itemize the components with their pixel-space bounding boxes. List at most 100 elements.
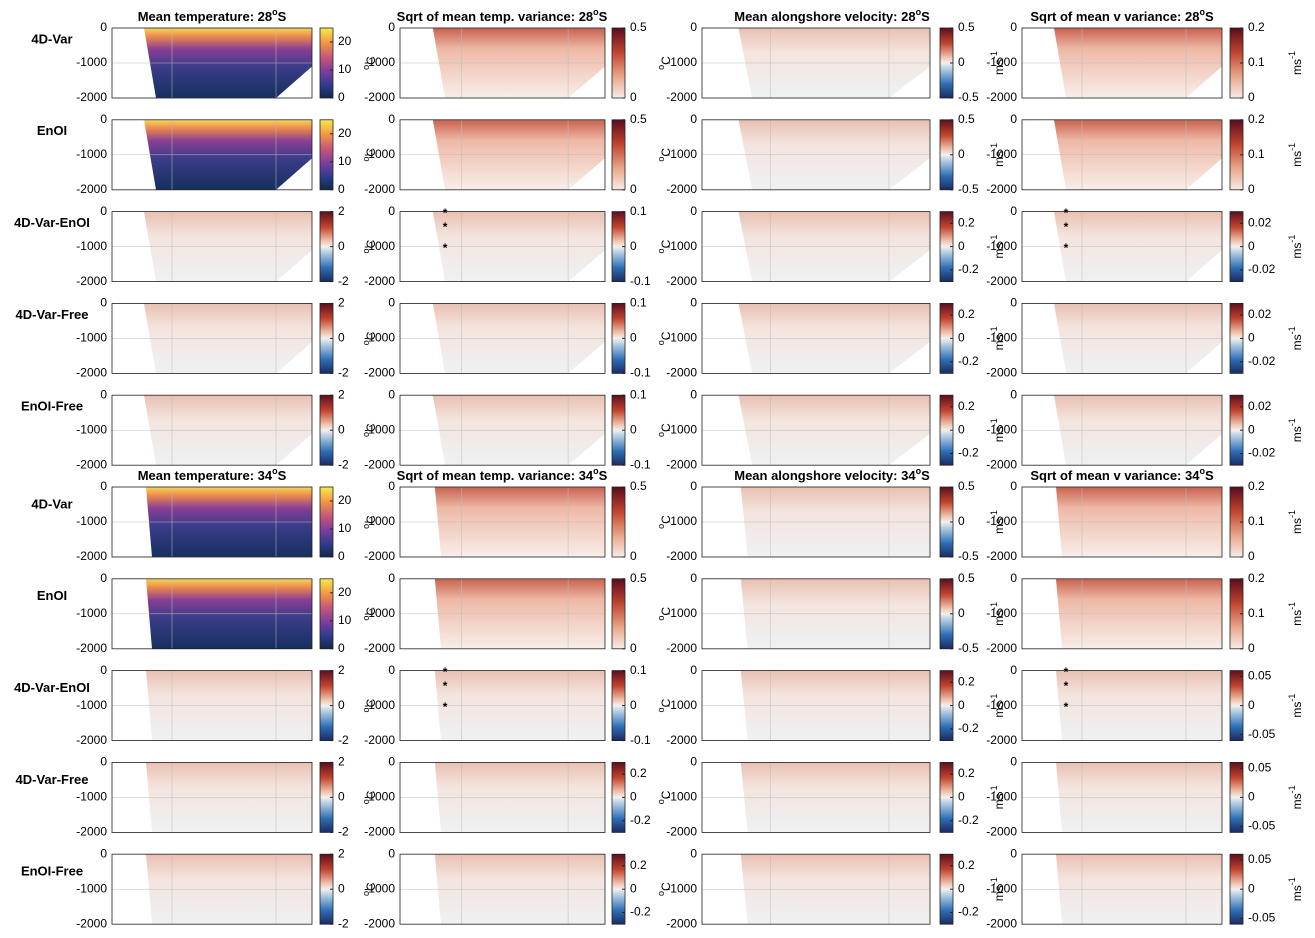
unit-label: oC xyxy=(656,239,673,253)
colorbar-tick-label: 0 xyxy=(338,331,345,345)
unit-text: ms xyxy=(992,426,1006,442)
unit-label: oC xyxy=(361,515,378,529)
colorbar-tick-label: 0 xyxy=(1248,90,1255,104)
unit-label: oC xyxy=(361,148,378,162)
y-tick-label: -2000 xyxy=(986,733,1017,747)
y-tick-label: -1000 xyxy=(986,606,1017,620)
unit-label: oC xyxy=(656,515,673,529)
y-tick-label: -1000 xyxy=(76,239,107,253)
colorbar-tick-label: 0.2 xyxy=(958,766,975,780)
unit-sup: o xyxy=(656,157,666,162)
panel-frame xyxy=(701,762,931,833)
panel-frame xyxy=(399,762,606,833)
colorbar-tick-label: 0 xyxy=(630,881,637,895)
y-tick-label: -1000 xyxy=(364,55,395,69)
unit-text: C xyxy=(364,698,378,707)
unit-label: ms-1 xyxy=(1287,143,1304,167)
y-tick-label: -1000 xyxy=(986,147,1017,161)
unit-label: ms-1 xyxy=(989,694,1006,718)
title-end: S xyxy=(599,468,608,483)
title-text: Mean alongshore velocity: 28 xyxy=(734,9,915,24)
colorbar-tick-label: -0.5 xyxy=(958,182,979,196)
colorbar-tick-label: -0.2 xyxy=(958,262,979,276)
colorbar-tick-label: 0 xyxy=(1248,641,1255,655)
unit-text: C xyxy=(659,148,673,157)
marker-star: * xyxy=(443,679,448,693)
unit-text: C xyxy=(659,331,673,340)
colorbar-tick-label: -0.1 xyxy=(630,274,651,288)
unit-text: C xyxy=(659,239,673,248)
colorbar-tick-label: 0.2 xyxy=(630,766,647,780)
colorbar-tick-label: -2 xyxy=(338,274,349,288)
y-tick-label: 0 xyxy=(100,755,107,769)
unit-sup: -1 xyxy=(989,877,999,885)
colorbar-tick-label: 10 xyxy=(338,613,352,627)
unit-text: ms xyxy=(992,151,1006,167)
y-tick-label: -1000 xyxy=(666,239,697,253)
y-tick-label: 0 xyxy=(388,204,395,218)
colorbar-tick-label: 0.2 xyxy=(1248,112,1265,126)
y-tick-label: 0 xyxy=(1010,846,1017,860)
y-tick-label: -2000 xyxy=(76,274,107,288)
y-tick-label: -2000 xyxy=(666,274,697,288)
y-tick-label: -2000 xyxy=(986,916,1017,930)
unit-text: ms xyxy=(992,59,1006,75)
colorbar-tick-label: 0 xyxy=(1248,182,1255,196)
y-tick-label: -2000 xyxy=(76,366,107,380)
unit-sup: -1 xyxy=(1287,51,1297,59)
unit-text: ms xyxy=(992,702,1006,718)
y-tick-label: -1000 xyxy=(986,790,1017,804)
y-tick-label: -1000 xyxy=(666,331,697,345)
y-tick-label: -1000 xyxy=(666,147,697,161)
colorbar-tick-label: 0.05 xyxy=(1248,852,1272,866)
colorbar xyxy=(611,486,626,558)
panel-frame xyxy=(399,394,606,466)
unit-label: oC xyxy=(656,148,673,162)
title-end: S xyxy=(278,468,287,483)
title-sup: o xyxy=(272,7,278,17)
panel-frame xyxy=(399,27,606,99)
unit-label: oC xyxy=(361,56,378,70)
unit-text: C xyxy=(364,239,378,248)
colorbar-tick-label: -0.2 xyxy=(958,446,979,460)
colorbar-tick-label: 0.2 xyxy=(958,858,975,872)
unit-sup: -1 xyxy=(989,694,999,702)
y-tick-label: 0 xyxy=(1010,20,1017,34)
y-tick-label: -1000 xyxy=(986,514,1017,528)
unit-text: C xyxy=(659,698,673,707)
colorbar-tick-label: -0.2 xyxy=(958,721,979,735)
unit-text: ms xyxy=(1290,426,1304,442)
colorbar-tick-label: 0 xyxy=(630,239,637,253)
y-tick-label: -2000 xyxy=(364,916,395,930)
y-tick-label: 0 xyxy=(690,663,697,677)
colorbar-tick-label: 2 xyxy=(338,296,345,310)
unit-sup: o xyxy=(361,65,371,70)
row-label: 4D-Var-EnOI xyxy=(14,680,90,695)
unit-text: ms xyxy=(1290,151,1304,167)
colorbar-tick-label: -0.05 xyxy=(1248,911,1276,925)
unit-label: oC xyxy=(656,56,673,70)
unit-sup: -1 xyxy=(989,418,999,426)
unit-label: oC xyxy=(656,423,673,437)
colorbar-tick-label: 10 xyxy=(338,154,352,168)
colorbar-tick-label: 0.2 xyxy=(1248,20,1265,34)
row-label: EnOI xyxy=(37,123,67,138)
unit-text: C xyxy=(364,515,378,524)
y-tick-label: -1000 xyxy=(364,881,395,895)
panel-frame xyxy=(701,302,931,374)
y-tick-label: -1000 xyxy=(986,422,1017,436)
unit-text: ms xyxy=(1290,885,1304,901)
colorbar-tick-label: 20 xyxy=(338,585,352,599)
colorbar-tick-label: 2 xyxy=(338,387,345,401)
title-text: Mean temperature: 28 xyxy=(138,9,272,24)
colorbar-tick-label: -0.5 xyxy=(958,90,979,104)
title-text: Mean alongshore velocity: 34 xyxy=(734,468,916,483)
panel-frame xyxy=(1021,670,1223,741)
panel-frame xyxy=(111,211,313,283)
colorbar-tick-label: 0 xyxy=(338,790,345,804)
unit-label: ms-1 xyxy=(1287,602,1304,626)
panel-frame xyxy=(111,486,313,558)
y-tick-label: -1000 xyxy=(986,239,1017,253)
colorbar-tick-label: 0 xyxy=(630,182,637,196)
y-tick-label: 0 xyxy=(100,479,107,493)
